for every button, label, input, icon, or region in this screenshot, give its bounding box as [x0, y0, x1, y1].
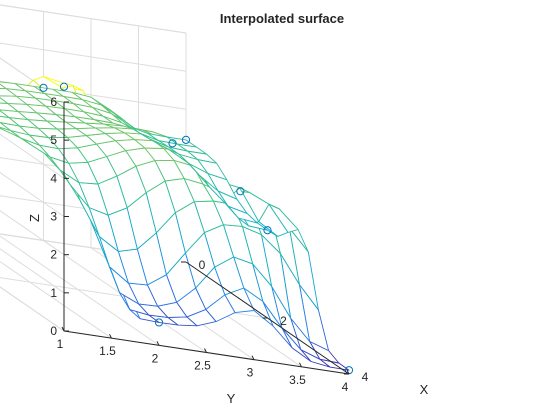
y-tick-label: 2 [152, 351, 159, 365]
y-tick-label: 1.5 [99, 344, 116, 358]
y-tick-label: 3 [247, 366, 254, 380]
x-axis-label: X [420, 382, 429, 397]
y-tick-mark [61, 326, 65, 332]
surface-cell [0, 88, 17, 97]
x-tick-label: 0 [199, 258, 206, 272]
z-tick-label: 1 [50, 286, 57, 300]
x-tick-label: 4 [362, 370, 369, 384]
y-axis-label: Y [227, 391, 236, 406]
y-tick-mark [204, 348, 207, 353]
sample-marker [181, 135, 191, 144]
z-axis-label: Z [27, 214, 42, 222]
surface-cell [0, 97, 9, 104]
sample-marker [263, 226, 272, 235]
surface-cell [0, 122, 11, 131]
sample-marker [236, 187, 245, 196]
sample-marker [168, 139, 177, 148]
y-tick-label: 1 [57, 337, 64, 351]
y-tick-label: 2.5 [194, 359, 211, 373]
box-edge [0, 4, 187, 34]
z-tick-label: 0 [50, 324, 57, 338]
surface-cell [0, 127, 2, 130]
y-tick-mark [251, 355, 255, 360]
surface-mesh [0, 76, 350, 371]
z-tick-label: 2 [50, 248, 57, 262]
y-tick-mark [109, 333, 112, 339]
y-tick-label: 4 [342, 380, 349, 394]
y-tick-mark [299, 362, 302, 368]
z-tick-label: 5 [50, 133, 57, 147]
sample-marker [59, 82, 69, 91]
x-tick-label: 2 [280, 314, 287, 328]
y-gridline [0, 260, 112, 339]
sample-marker [154, 318, 164, 327]
z-tick-label: 4 [50, 171, 57, 185]
z-tick-label: 6 [50, 95, 57, 109]
chart-title: Interpolated surface [220, 11, 344, 26]
y-tick-label: 3.5 [289, 373, 306, 387]
z-tick-label: 3 [50, 210, 57, 224]
sample-marker [39, 83, 48, 92]
y-tick-mark [156, 341, 160, 346]
box-edge [0, 286, 65, 332]
sample-markers [39, 82, 354, 375]
y-gridline [0, 235, 160, 346]
surface-cell [0, 83, 7, 90]
surface-cell [0, 110, 10, 118]
